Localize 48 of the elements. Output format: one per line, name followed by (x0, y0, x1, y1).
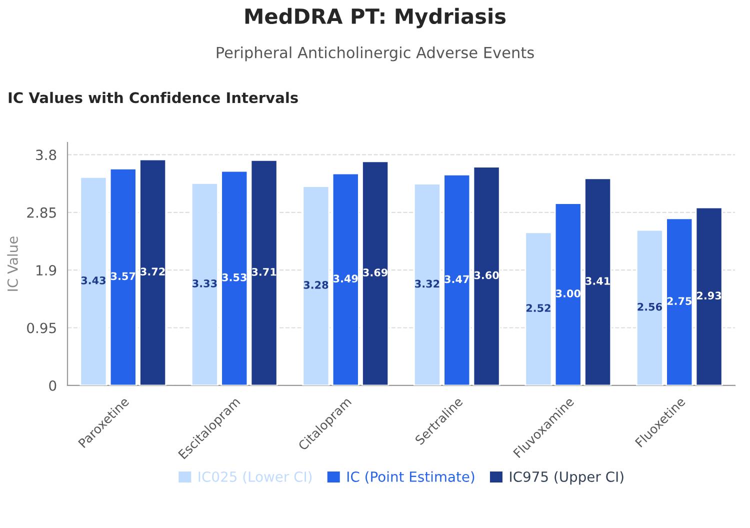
data-label: 3.43 (81, 276, 106, 284)
bar (139, 158, 167, 386)
data-label: 3.72 (140, 268, 165, 276)
data-label: 3.49 (333, 274, 358, 283)
bar (584, 178, 612, 386)
bar (302, 186, 330, 386)
data-label: 2.56 (638, 302, 662, 311)
bar (695, 206, 723, 386)
bar (472, 166, 500, 386)
y-tick-label: 2.85 (27, 207, 56, 218)
y-tick-label: 1.9 (36, 265, 56, 276)
bar (109, 168, 137, 386)
y-tick-label: 3.8 (36, 150, 56, 160)
legend-label: IC975 (Upper CI) (510, 471, 624, 485)
data-label: 2.93 (697, 292, 722, 300)
bar (220, 170, 248, 386)
chart-title: MedDRA PT: Mydriasis (245, 8, 506, 28)
legend-label: IC025 (Lower CI) (198, 471, 312, 484)
bar (636, 229, 664, 386)
bar (413, 183, 441, 386)
bar (554, 202, 582, 386)
data-label: 3.69 (363, 268, 388, 276)
bar (332, 172, 360, 386)
data-label: 3.00 (556, 290, 580, 298)
data-label: 3.33 (192, 279, 217, 288)
data-label: 3.47 (444, 275, 469, 284)
data-label: 2.75 (667, 297, 692, 305)
chart-subtitle: Peripheral Anticholinergic Adverse Events (216, 46, 534, 62)
data-label: 3.53 (222, 273, 246, 282)
data-label: 3.32 (415, 280, 440, 288)
y-tick-label: 0 (49, 380, 56, 391)
bar (80, 176, 108, 386)
bar (250, 159, 278, 386)
data-label: 3.41 (586, 277, 610, 285)
y-axis-title: IC Value (7, 236, 18, 291)
bar (362, 160, 390, 386)
y-tick-label: 0.95 (27, 322, 56, 334)
bar (524, 232, 552, 386)
data-label: 2.52 (526, 304, 550, 312)
legend-label: IC (Point Estimate) (347, 471, 474, 484)
data-label: 3.60 (474, 271, 499, 280)
text: IC Values with Confidence Intervals (8, 92, 298, 104)
bar (443, 174, 471, 386)
bar (190, 182, 218, 386)
data-label: 3.57 (110, 272, 136, 280)
data-label: 3.28 (304, 281, 328, 289)
data-label: 3.71 (252, 268, 276, 276)
bar (666, 218, 694, 386)
